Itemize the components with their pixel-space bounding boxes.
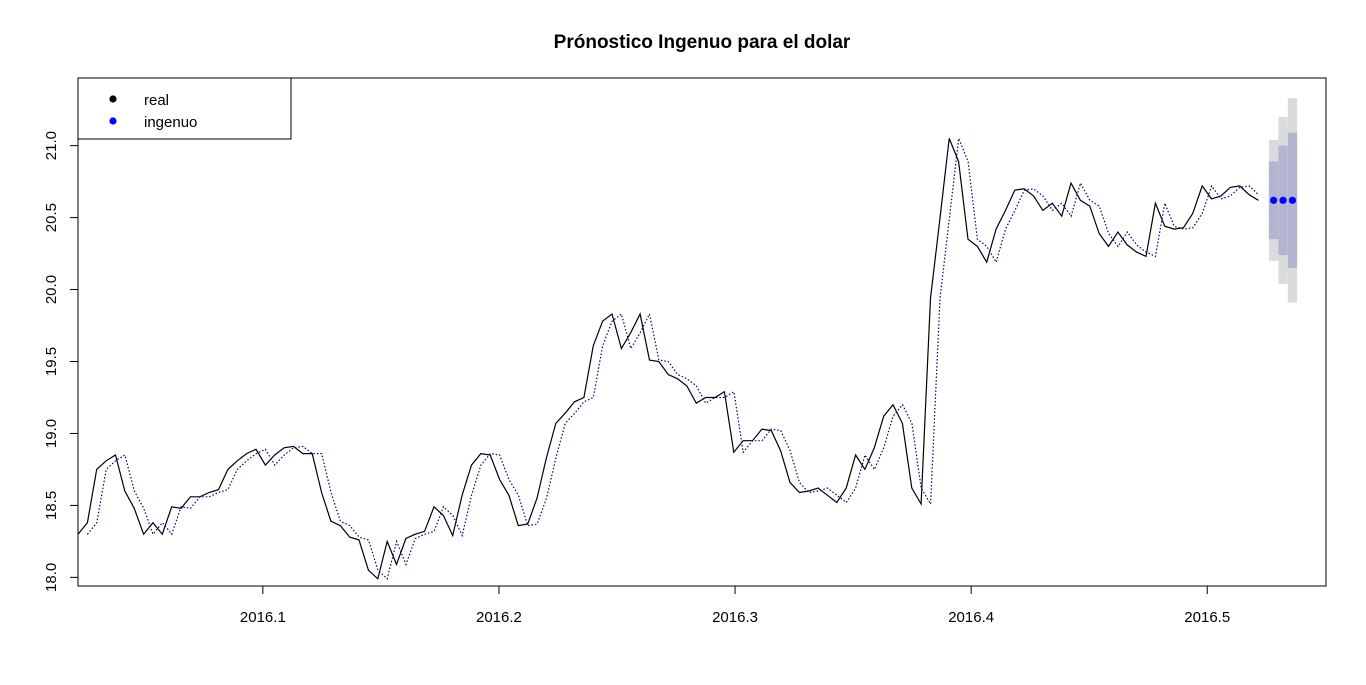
- x-tick-label: 2016.2: [476, 609, 522, 626]
- series-line-real: [77, 138, 1259, 580]
- x-tick-label: 2016.4: [948, 609, 994, 626]
- x-tick-label: 2016.3: [712, 609, 758, 626]
- legend-marker-ingenuo: [109, 117, 117, 125]
- forecast-point: [1279, 196, 1287, 204]
- series-line-ingenuo: [86, 138, 1259, 580]
- y-tick-label: 18.0: [43, 563, 60, 592]
- forecast-point: [1269, 196, 1278, 204]
- y-tick-label: 20.0: [43, 275, 60, 304]
- y-axis: 18.0 18.5 19.0 19.5 20.0 20.5 21.0: [43, 131, 79, 592]
- series-lines: [77, 138, 1259, 580]
- x-axis: 2016.1 2016.2 2016.3 2016.4 2016.5: [240, 585, 1230, 626]
- legend-label-ingenuo: ingenuo: [144, 114, 197, 131]
- x-tick-label: 2016.1: [240, 609, 286, 626]
- forecast-points: [1269, 196, 1297, 204]
- chart-title: Prónostico Ingenuo para el dolar: [554, 32, 851, 53]
- y-tick-label: 19.0: [43, 419, 60, 448]
- y-tick-label: 20.5: [43, 203, 60, 232]
- forecast-point: [1288, 196, 1297, 204]
- legend-box: [77, 77, 292, 140]
- y-tick-label: 18.5: [43, 491, 60, 520]
- legend-marker-real: [109, 95, 117, 103]
- legend-label-real: real: [144, 92, 169, 109]
- y-tick-label: 19.5: [43, 347, 60, 376]
- y-tick-label: 21.0: [43, 131, 60, 160]
- plot-frame: [77, 77, 1327, 587]
- legend: real ingenuo: [77, 77, 292, 140]
- x-tick-label: 2016.5: [1184, 609, 1230, 626]
